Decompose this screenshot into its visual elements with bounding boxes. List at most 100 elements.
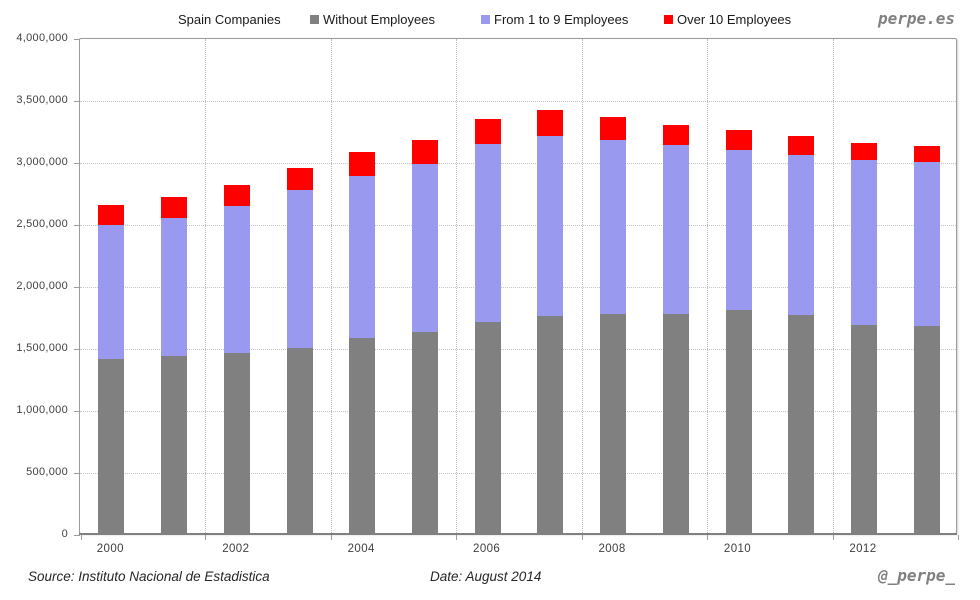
bar-segment-2010-from-1-to-9-employees — [725, 149, 752, 311]
v-gridline — [832, 39, 834, 533]
legend-swatch-gray-icon — [310, 15, 319, 24]
bar-segment-2013-over-10-employees — [913, 146, 940, 163]
y-axis-tick-label-500-000: 500,000 — [26, 465, 68, 478]
chart-title: Spain Companies — [178, 12, 281, 27]
y-axis-tick-label-2-000-000: 2,000,000 — [16, 279, 68, 292]
bar-segment-2005-over-10-employees — [411, 139, 438, 165]
bar-segment-2001-without-employees — [161, 356, 188, 533]
y-axis-tick-mark — [74, 38, 80, 40]
y-axis-tick-label-1-500-000: 1,500,000 — [16, 341, 68, 354]
legend-item-from-1-to-9-employees: From 1 to 9 Employees — [481, 11, 628, 28]
y-axis-tick-mark — [74, 286, 80, 288]
bar-segment-2000-without-employees — [98, 358, 125, 533]
bar-segment-2005-without-employees — [411, 332, 438, 533]
bar-segment-2003-from-1-to-9-employees — [286, 190, 313, 349]
site-watermark: perpe.es — [877, 9, 955, 28]
bar-segment-2011-over-10-employees — [788, 135, 815, 155]
plot-area — [74, 38, 959, 540]
x-axis-tick-mark — [581, 535, 583, 540]
bar-segment-2006-over-10-employees — [474, 118, 501, 145]
bar-segment-2009-over-10-employees — [662, 125, 689, 145]
twitter-handle: @_perpe_ — [877, 566, 955, 585]
v-gridline — [205, 39, 207, 533]
y-axis-tick-label-1-000-000: 1,000,000 — [16, 403, 68, 416]
y-axis-tick-mark — [74, 100, 80, 102]
legend-item-without-employees: Without Employees — [310, 11, 435, 28]
x-axis-tick-mark — [80, 535, 82, 540]
v-gridline — [707, 39, 709, 533]
x-axis-tick-mark — [707, 535, 709, 540]
y-axis-labels: 0 500,000 1,000,000 1,500,000 2,000,000 2,500… — [0, 0, 68, 600]
bar-segment-2007-without-employees — [537, 316, 564, 533]
x-axis-tick-mark — [832, 535, 834, 540]
bar-segment-2007-over-10-employees — [537, 109, 564, 136]
v-gridline — [456, 39, 458, 533]
x-axis-tick-label-2006: 2006 — [473, 543, 501, 555]
y-axis-tick-mark — [74, 162, 80, 164]
bar-segment-2006-without-employees — [474, 321, 501, 533]
bar-segment-2002-from-1-to-9-employees — [223, 205, 250, 353]
x-axis-tick-label-2004: 2004 — [347, 543, 375, 555]
bar-segment-2009-from-1-to-9-employees — [662, 144, 689, 314]
x-axis-labels: 2000 2002 2004 2006 2008 2010 2012 — [79, 543, 957, 559]
legend-swatch-purple-icon — [481, 15, 490, 24]
x-axis-tick-label-2000: 2000 — [96, 543, 124, 555]
bar-segment-2008-from-1-to-9-employees — [600, 139, 627, 315]
y-axis-tick-mark — [74, 410, 80, 412]
legend-swatch-red-icon — [664, 15, 673, 24]
bar-segment-2002-without-employees — [223, 352, 250, 533]
header: Spain Companies Without Employees From 1… — [0, 9, 980, 29]
x-axis-line — [79, 532, 957, 535]
h-gridline-500-000 — [80, 473, 956, 474]
x-axis-tick-label-2012: 2012 — [849, 543, 877, 555]
bar-segment-2000-from-1-to-9-employees — [98, 224, 125, 359]
h-gridline-1-500-000 — [80, 349, 956, 350]
v-gridline — [330, 39, 332, 533]
bar-segment-2010-over-10-employees — [725, 130, 752, 150]
h-gridline-3-500-000 — [80, 101, 956, 102]
bar-segment-2004-from-1-to-9-employees — [349, 175, 376, 339]
bar-segment-2003-over-10-employees — [286, 167, 313, 191]
y-axis-tick-mark — [74, 534, 80, 536]
bar-segment-2013-without-employees — [913, 325, 940, 533]
x-axis-tick-label-2002: 2002 — [222, 543, 250, 555]
bar-segment-2012-from-1-to-9-employees — [850, 160, 877, 325]
h-gridline-3-000-000 — [80, 163, 956, 164]
x-axis-tick-label-2008: 2008 — [598, 543, 626, 555]
x-axis-tick-label-2010: 2010 — [723, 543, 752, 555]
bar-segment-2001-over-10-employees — [161, 196, 188, 219]
bar-segment-2004-without-employees — [349, 338, 376, 533]
bar-segment-2008-without-employees — [600, 314, 627, 533]
y-axis-tick-label-2-500-000: 2,500,000 — [16, 217, 68, 230]
bar-segment-2011-without-employees — [788, 314, 815, 533]
legend-label-from-1-to-9-employees: From 1 to 9 Employees — [494, 12, 629, 27]
legend-label-without-employees: Without Employees — [323, 12, 435, 27]
y-axis-tick-mark — [74, 224, 80, 226]
bar-segment-2000-over-10-employees — [98, 205, 125, 225]
bar-segment-2011-from-1-to-9-employees — [788, 154, 815, 315]
y-axis-tick-label-3-000-000: 3,000,000 — [16, 155, 68, 168]
bar-segment-2007-from-1-to-9-employees — [537, 135, 564, 316]
bar-segment-2012-without-employees — [850, 324, 877, 533]
h-gridline-2-500-000 — [80, 225, 956, 226]
h-gridline-2-000-000 — [80, 287, 956, 288]
y-axis-tick-label-3-500-000: 3,500,000 — [16, 93, 68, 106]
bar-segment-2003-without-employees — [286, 348, 313, 533]
y-axis-tick-mark — [74, 472, 80, 474]
footer: Source: Instituto Nacional de Estadistic… — [0, 566, 980, 589]
bar-segment-2008-over-10-employees — [600, 116, 627, 140]
bar-segment-2005-from-1-to-9-employees — [411, 164, 438, 333]
legend-item-over-10-employees: Over 10 Employees — [664, 11, 791, 28]
bar-segment-2004-over-10-employees — [349, 152, 376, 176]
y-axis-tick-label-4-000-000: 4,000,000 — [16, 31, 68, 44]
y-axis-tick-label-0: 0 — [61, 527, 68, 540]
v-gridline — [581, 39, 583, 533]
h-gridline-1-000-000 — [80, 411, 956, 412]
x-axis-tick-mark — [330, 535, 332, 540]
y-axis-tick-mark — [74, 348, 80, 350]
legend-label-over-10-employees: Over 10 Employees — [677, 12, 792, 27]
bar-segment-2001-from-1-to-9-employees — [161, 218, 188, 357]
x-axis-tick-mark — [205, 535, 207, 540]
source-caption: Source: Instituto Nacional de Estadistic… — [28, 569, 270, 584]
